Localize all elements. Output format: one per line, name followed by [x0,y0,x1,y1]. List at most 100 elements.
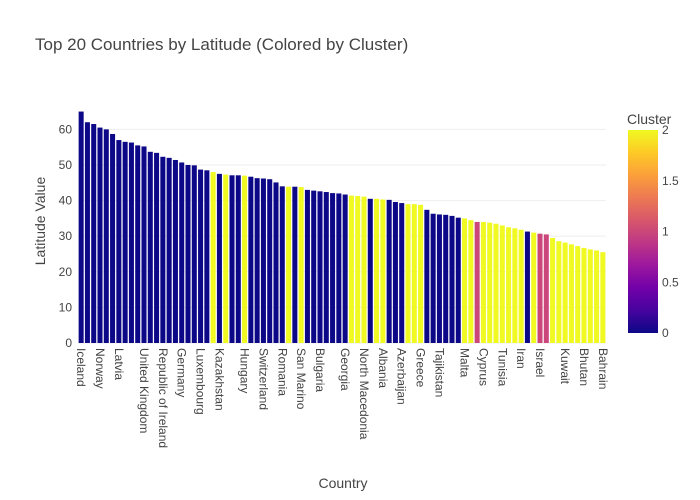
bar[interactable] [568,244,574,343]
bar[interactable] [317,191,323,343]
bar[interactable] [103,129,109,343]
bar[interactable] [330,193,336,343]
bar[interactable] [160,156,166,343]
bar[interactable] [361,196,367,343]
bar[interactable] [235,175,241,343]
chart-title: Top 20 Countries by Latitude (Colored by… [35,35,408,54]
bar[interactable] [122,141,128,343]
bar[interactable] [374,198,380,343]
bar[interactable] [418,204,424,343]
bar[interactable] [380,199,386,343]
bar[interactable] [166,157,172,343]
x-tick-label: Azerbaijan [395,348,409,405]
bar[interactable] [512,228,518,343]
bar[interactable] [260,178,266,344]
bar[interactable] [128,142,134,343]
gridlines [78,128,606,344]
bar[interactable] [323,192,329,343]
bar[interactable] [399,203,405,343]
bar[interactable] [248,176,254,343]
bar[interactable] [216,173,222,343]
bar[interactable] [279,186,285,343]
bar[interactable] [367,198,373,343]
bar[interactable] [292,186,298,343]
bar[interactable] [204,170,210,343]
bar[interactable] [135,145,141,343]
bar[interactable] [562,242,568,343]
bar[interactable] [355,195,361,343]
bar[interactable] [84,122,90,344]
bar[interactable] [550,237,556,343]
bar[interactable] [254,178,260,343]
bar[interactable] [587,249,593,343]
bar[interactable] [575,246,581,343]
bar[interactable] [468,220,474,343]
bar[interactable] [179,162,185,343]
bar[interactable] [493,223,499,343]
bar[interactable] [110,133,116,343]
bar[interactable] [273,182,279,343]
bar[interactable] [430,213,436,343]
bar[interactable] [304,189,310,343]
bar[interactable] [386,199,392,343]
x-tick-label: Iceland [74,348,88,387]
x-tick-label: North Macedonia [357,348,371,440]
y-tick-label: 40 [59,194,73,208]
bar[interactable] [198,169,204,343]
bar[interactable] [411,204,417,343]
bar[interactable] [405,204,411,343]
bar[interactable] [600,252,606,343]
bar[interactable] [480,221,486,343]
bar[interactable] [78,111,84,343]
x-tick-label: Luxembourg [194,348,208,415]
bar[interactable] [311,190,317,343]
bar[interactable] [436,214,442,343]
bar[interactable] [424,209,430,343]
bar[interactable] [556,241,562,343]
bar[interactable] [531,232,537,343]
bar[interactable] [348,195,354,343]
bar[interactable] [487,222,493,343]
bar[interactable] [210,172,216,343]
x-tick-label: Tajikistan [432,348,446,397]
bar[interactable] [298,187,304,343]
x-axis-title: Country [318,475,367,491]
x-tick-label: Hungary [238,348,252,393]
bar[interactable] [223,174,229,343]
x-tick-label: Kuwait [558,348,572,385]
bar[interactable] [499,225,505,344]
bar[interactable] [524,231,530,343]
bar[interactable] [242,175,248,343]
bar[interactable] [286,186,292,343]
bar[interactable] [543,234,549,343]
bar[interactable] [116,140,122,343]
bar[interactable] [581,247,587,343]
bar[interactable] [97,127,103,343]
bar[interactable] [474,221,480,343]
bar[interactable] [229,175,235,343]
colorbar-tick-label: 0 [662,326,669,340]
bar[interactable] [594,250,600,343]
bar[interactable] [506,227,512,343]
bar[interactable] [462,218,468,343]
colorbar-tick-label: 0.5 [662,275,679,289]
bar[interactable] [147,151,153,343]
y-axis-ticks: 0 10 20 30 40 50 60 [59,122,73,350]
bar[interactable] [392,202,398,343]
bar[interactable] [336,193,342,343]
bar[interactable] [455,217,461,343]
bar[interactable] [443,214,449,343]
bar[interactable] [537,233,543,343]
bar[interactable] [91,124,97,344]
bar[interactable] [185,164,191,343]
bar[interactable] [154,152,160,343]
bar[interactable] [191,165,197,343]
bar[interactable] [342,194,348,343]
x-tick-label: Switzerland [256,348,270,410]
bar[interactable] [449,215,455,343]
bar[interactable] [518,229,524,343]
bar[interactable] [267,179,273,343]
x-tick-label: Bhutan [577,348,591,386]
bar[interactable] [141,146,147,343]
bar[interactable] [172,159,178,343]
